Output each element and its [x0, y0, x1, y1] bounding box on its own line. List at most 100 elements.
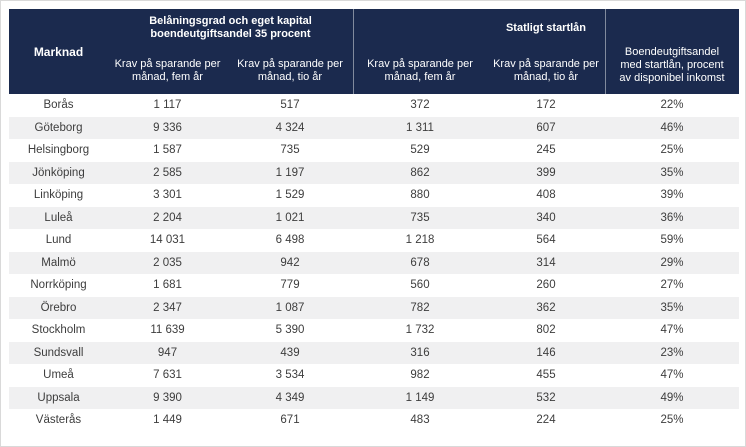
value-cell: 14 031 — [149, 234, 186, 247]
value-cell: 47% — [660, 369, 684, 382]
value-cell: 314 — [536, 256, 556, 269]
value-cell: 735 — [410, 211, 430, 224]
value-cell: 942 — [280, 256, 300, 269]
table-row: Jönköping 2 585 1 197 862 399 35% — [9, 161, 739, 184]
value-cell: 9 336 — [153, 121, 182, 134]
value-cell: 340 — [536, 211, 556, 224]
value-cell: 22% — [660, 99, 684, 112]
market-cell: Lund — [45, 234, 72, 247]
value-cell: 802 — [536, 324, 556, 337]
value-cell: 35% — [660, 166, 684, 179]
table-row: Sundsvall 947 439 316 146 23% — [9, 341, 739, 364]
table-row: Västerås 1 449 671 483 224 25% — [9, 409, 739, 432]
value-cell: 439 — [280, 346, 300, 359]
table-row: Luleå 2 204 1 021 735 340 36% — [9, 206, 739, 229]
value-cell: 408 — [536, 189, 556, 202]
value-cell: 2 204 — [153, 211, 182, 224]
value-cell: 532 — [536, 391, 556, 404]
value-cell: 529 — [410, 144, 430, 157]
column-header-label: Krav på sparande per månad, tio år — [237, 57, 343, 83]
value-cell: 483 — [410, 414, 430, 427]
value-cell: 399 — [536, 166, 556, 179]
value-cell: 880 — [410, 189, 430, 202]
value-cell: 735 — [280, 144, 300, 157]
value-cell: 46% — [660, 121, 684, 134]
value-cell: 9 390 — [153, 391, 182, 404]
value-cell: 372 — [410, 99, 430, 112]
value-cell: 23% — [660, 346, 684, 359]
value-cell: 25% — [660, 414, 684, 427]
table-header: Marknad Belåningsgrad och eget kapital b… — [9, 9, 739, 94]
value-cell: 455 — [536, 369, 556, 382]
value-cell: 782 — [410, 301, 430, 314]
value-cell: 517 — [280, 99, 300, 112]
market-cell: Stockholm — [31, 324, 86, 337]
market-cell: Luleå — [44, 211, 73, 224]
table-row: Helsingborg 1 587 735 529 245 25% — [9, 139, 739, 162]
value-cell: 316 — [410, 346, 430, 359]
group-header-statligt-startlan: Statligt startlån — [353, 9, 739, 47]
value-cell: 36% — [660, 211, 684, 224]
table-row: Lund 14 031 6 498 1 218 564 59% — [9, 229, 739, 252]
value-cell: 146 — [536, 346, 556, 359]
header-divider — [353, 9, 354, 94]
group-header-belaningsgrad: Belåningsgrad och eget kapital boendeutg… — [108, 9, 353, 47]
table-row: Borås 1 117 517 372 172 22% — [9, 94, 739, 117]
column-header-sparande-fem-ar-belaningsgrad: Krav på sparande per månad, fem år — [108, 47, 227, 94]
table-row: Norrköping 1 681 779 560 260 27% — [9, 274, 739, 297]
value-cell: 1 149 — [405, 391, 435, 404]
value-cell: 11 639 — [150, 324, 185, 337]
value-cell: 1 021 — [275, 211, 305, 224]
table-row: Stockholm 11 639 5 390 1 732 802 47% — [9, 319, 739, 342]
value-cell: 678 — [410, 256, 430, 269]
market-cell: Borås — [43, 99, 74, 112]
value-cell: 1 218 — [405, 234, 435, 247]
column-header-sparande-tio-ar-belaningsgrad: Krav på sparande per månad, tio år — [227, 47, 353, 94]
value-cell: 947 — [157, 346, 178, 359]
value-cell: 1 311 — [406, 121, 434, 134]
value-cell: 560 — [410, 279, 430, 292]
column-header-label: Krav på sparande per månad, tio år — [493, 57, 599, 83]
table-row: Örebro 2 347 1 087 782 362 35% — [9, 296, 739, 319]
value-cell: 1 529 — [275, 189, 305, 202]
value-cell: 862 — [410, 166, 430, 179]
value-cell: 260 — [536, 279, 556, 292]
value-cell: 2 585 — [153, 166, 182, 179]
header-divider — [605, 9, 606, 94]
value-cell: 224 — [536, 414, 556, 427]
market-cell: Jönköping — [32, 166, 85, 179]
group-header-belaningsgrad-label: Belåningsgrad och eget kapital boendeutg… — [149, 15, 312, 40]
value-cell: 47% — [660, 324, 684, 337]
value-cell: 7 631 — [153, 369, 182, 382]
market-cell: Helsingborg — [27, 144, 90, 157]
table-body: Borås 1 117 517 372 172 22% Göteborg 9 336 4 324… — [9, 94, 739, 432]
value-cell: 245 — [536, 144, 556, 157]
value-cell: 3 301 — [153, 189, 182, 202]
value-cell: 982 — [410, 369, 430, 382]
market-cell: Västerås — [35, 414, 82, 427]
market-cell: Linköping — [33, 189, 84, 202]
value-cell: 35% — [660, 301, 684, 314]
value-cell: 29% — [660, 256, 684, 269]
value-cell: 172 — [536, 99, 556, 112]
market-cell: Sundsvall — [33, 346, 84, 359]
value-cell: 2 347 — [153, 301, 182, 314]
table-row: Göteborg 9 336 4 324 1 311 607 46% — [9, 116, 739, 139]
value-cell: 6 498 — [275, 234, 305, 247]
column-header-sparande-tio-ar-startlan: Krav på sparande per månad, tio år — [487, 47, 605, 94]
value-cell: 49% — [660, 391, 684, 404]
group-header-statligt-startlan-label: Statligt startlån — [505, 21, 587, 34]
column-header-sparande-fem-ar-startlan: Krav på sparande per månad, fem år — [353, 47, 487, 94]
value-cell: 27% — [660, 279, 684, 292]
value-cell: 564 — [536, 234, 556, 247]
table-row: Malmö 2 035 942 678 314 29% — [9, 251, 739, 274]
value-cell: 4 349 — [275, 391, 305, 404]
value-cell: 1 587 — [153, 144, 182, 157]
value-cell: 779 — [280, 279, 300, 292]
market-cell: Umeå — [43, 369, 74, 382]
table-row: Uppsala 9 390 4 349 1 149 532 49% — [9, 386, 739, 409]
value-cell: 1 197 — [275, 166, 305, 179]
column-header-boendeutgiftsandel: Boendeutgiftsandel med startlån, procent… — [605, 42, 739, 89]
value-cell: 607 — [536, 121, 556, 134]
